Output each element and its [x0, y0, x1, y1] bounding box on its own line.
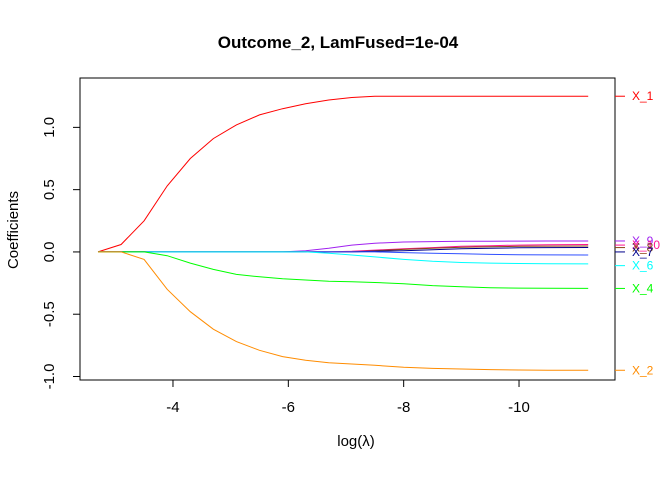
- y-tick-label: -1.0: [41, 364, 58, 390]
- series-line-x1: [97, 95, 589, 253]
- plot-frame: [79, 77, 616, 381]
- y-tick-label: 0.0: [41, 242, 58, 263]
- y-axis-label: Coefficients: [5, 191, 22, 269]
- x-axis-label: log(λ): [337, 433, 375, 450]
- y-axis: -1.0 -0.5 0.0 0.5 1.0: [41, 117, 81, 390]
- chart-title: Outcome_2, LamFused=1e-04: [218, 33, 459, 52]
- series-label: X_1: [632, 89, 654, 103]
- x-tick-label: -6: [282, 399, 295, 416]
- x-axis: -4 -6 -8 -10: [166, 379, 530, 416]
- series-label: X_9: [632, 234, 654, 248]
- series-line-x6: [98, 251, 589, 265]
- y-tick-label: 0.5: [41, 179, 58, 200]
- x-tick-label: -8: [397, 399, 410, 416]
- series-lines: [97, 95, 589, 371]
- y-tick-label: -0.5: [41, 301, 58, 327]
- x-tick-label: -4: [166, 399, 179, 416]
- series-label: X_7: [632, 245, 654, 259]
- series-end-labels: X_1 X_9X_10X_8X_7X_6 X_4 X_2: [615, 89, 660, 377]
- series-line-x2: [98, 251, 589, 371]
- series-line-x4: [98, 251, 589, 289]
- series-label: X_10: [632, 238, 660, 252]
- x-tick-label: -10: [508, 399, 530, 416]
- series-label: X_6: [632, 259, 654, 273]
- series-label: X_2: [632, 363, 654, 377]
- y-tick-label: 1.0: [41, 117, 58, 138]
- series-line-x8: [98, 245, 589, 253]
- series-label: X_4: [632, 281, 654, 295]
- series-label: X_8: [632, 241, 654, 255]
